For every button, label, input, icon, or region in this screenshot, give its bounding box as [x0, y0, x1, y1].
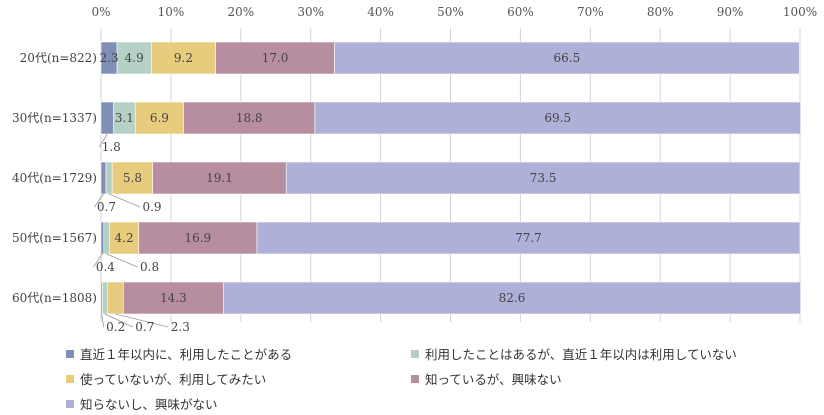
legend-swatch — [66, 349, 74, 358]
data-label: 4.9 — [125, 51, 144, 65]
bar-segment — [138, 221, 258, 255]
x-tick-label: 10% — [158, 5, 185, 19]
bar-segment — [334, 41, 800, 75]
leader-line — [93, 253, 103, 268]
legend-label: 利用したことはあるが、直近１年以内は利用していない — [425, 347, 737, 362]
x-tick-label: 0% — [91, 5, 110, 19]
x-tick-label: 70% — [577, 5, 604, 19]
data-label: 14.3 — [160, 291, 187, 305]
y-category-label: 40代(n=1729) — [12, 171, 97, 185]
bar-segment — [223, 281, 801, 315]
data-label: 5.8 — [123, 171, 142, 185]
bar-segment — [285, 161, 801, 195]
data-label: 2.3 — [99, 51, 118, 65]
data-label: 0.4 — [96, 260, 115, 274]
legend-swatch — [66, 374, 74, 383]
legend-label: 知らないし、興味がない — [80, 397, 218, 412]
y-category-label: 60代(n=1808) — [12, 291, 97, 305]
data-label: 0.7 — [135, 320, 154, 334]
leader-line — [98, 133, 108, 148]
bar-segment — [106, 281, 124, 315]
leader-line — [104, 313, 134, 328]
legend-label: 直近１年以内に、利用したことがある — [80, 347, 293, 362]
x-tick-label: 30% — [297, 5, 324, 19]
data-label: 2.3 — [171, 320, 190, 334]
leader-line — [94, 193, 104, 208]
legend-item: 知らないし、興味がない — [66, 394, 218, 413]
data-label: 0.9 — [142, 200, 161, 214]
legend-label: 知っているが、興味ない — [425, 372, 562, 387]
data-label: 6.9 — [150, 111, 169, 125]
bar-segment — [215, 41, 335, 75]
data-label: 17.0 — [262, 51, 289, 65]
data-label: 73.5 — [530, 171, 557, 185]
y-category-label: 30代(n=1337) — [12, 111, 97, 125]
data-label: 19.1 — [206, 171, 233, 185]
bar-segment — [105, 161, 113, 195]
data-label: 4.2 — [115, 231, 134, 245]
bar-segment — [111, 161, 154, 195]
y-category-label: 50代(n=1567) — [12, 231, 97, 245]
bar-segment — [123, 281, 224, 315]
x-tick-label: 100% — [783, 5, 817, 19]
legend-label: 使っていないが、利用してみたい — [80, 372, 267, 387]
leader-line — [115, 313, 169, 328]
data-label: 3.1 — [115, 111, 134, 125]
x-tick-label: 90% — [717, 5, 744, 19]
leader-line — [101, 313, 105, 328]
legend-item: 使っていないが、利用してみたい — [66, 369, 266, 388]
data-label: 1.8 — [102, 140, 121, 154]
bars — [100, 41, 801, 315]
bar-segment — [100, 101, 114, 135]
data-label: 0.2 — [106, 320, 125, 334]
x-tick-label: 40% — [367, 5, 394, 19]
x-tick-label: 50% — [437, 5, 464, 19]
x-tick-label: 60% — [507, 5, 534, 19]
bar-segment — [100, 161, 107, 195]
bar-segment — [314, 101, 801, 135]
bar-segment — [183, 101, 316, 135]
data-label: 0.8 — [140, 260, 159, 274]
legend-item: 利用したことはあるが、直近１年以内は利用していない — [411, 344, 737, 363]
bar-segment — [152, 161, 287, 195]
leader-lines — [93, 133, 169, 328]
data-label: 0.7 — [97, 200, 116, 214]
data-label: 69.5 — [544, 111, 571, 125]
bar-segment — [100, 221, 105, 255]
data-label: 82.6 — [499, 291, 526, 305]
leader-line — [106, 253, 138, 268]
stacked-bar-chart: 0% 10% 20% 30% 40% 50% 60% 70% 80% 90% 100% 2.3 4.9… — [12, 5, 817, 334]
data-labels: 2.3 4.9 9.2 17.0 66.5 3.1 6.9 18.8 69.5 1.8 5.8 19.… — [96, 51, 580, 334]
y-category-labels: 20代(n=822) 30代(n=1337) 40代(n=1729) 50代(n=15… — [12, 51, 97, 305]
bar-segment — [256, 221, 801, 255]
bar-segment — [103, 221, 110, 255]
data-label: 18.8 — [236, 111, 263, 125]
legend-swatch — [411, 374, 419, 383]
x-tick-labels: 0% 10% 20% 30% 40% 50% 60% 70% 80% 90% 100% — [91, 5, 817, 19]
legend-swatch — [411, 349, 419, 358]
bar-segment — [102, 281, 108, 315]
data-label: 66.5 — [554, 51, 581, 65]
legend-item: 知っているが、興味ない — [411, 369, 562, 388]
legend-item: 直近１年以内に、利用したことがある — [66, 344, 292, 363]
data-label: 9.2 — [174, 51, 193, 65]
data-label: 16.9 — [184, 231, 211, 245]
data-label: 77.7 — [515, 231, 542, 245]
bar-segment — [109, 221, 140, 255]
legend-swatch — [66, 399, 74, 408]
x-tick-label: 80% — [647, 5, 674, 19]
y-category-label: 20代(n=822) — [20, 51, 97, 65]
leader-line — [108, 193, 141, 208]
x-tick-label: 20% — [227, 5, 254, 19]
